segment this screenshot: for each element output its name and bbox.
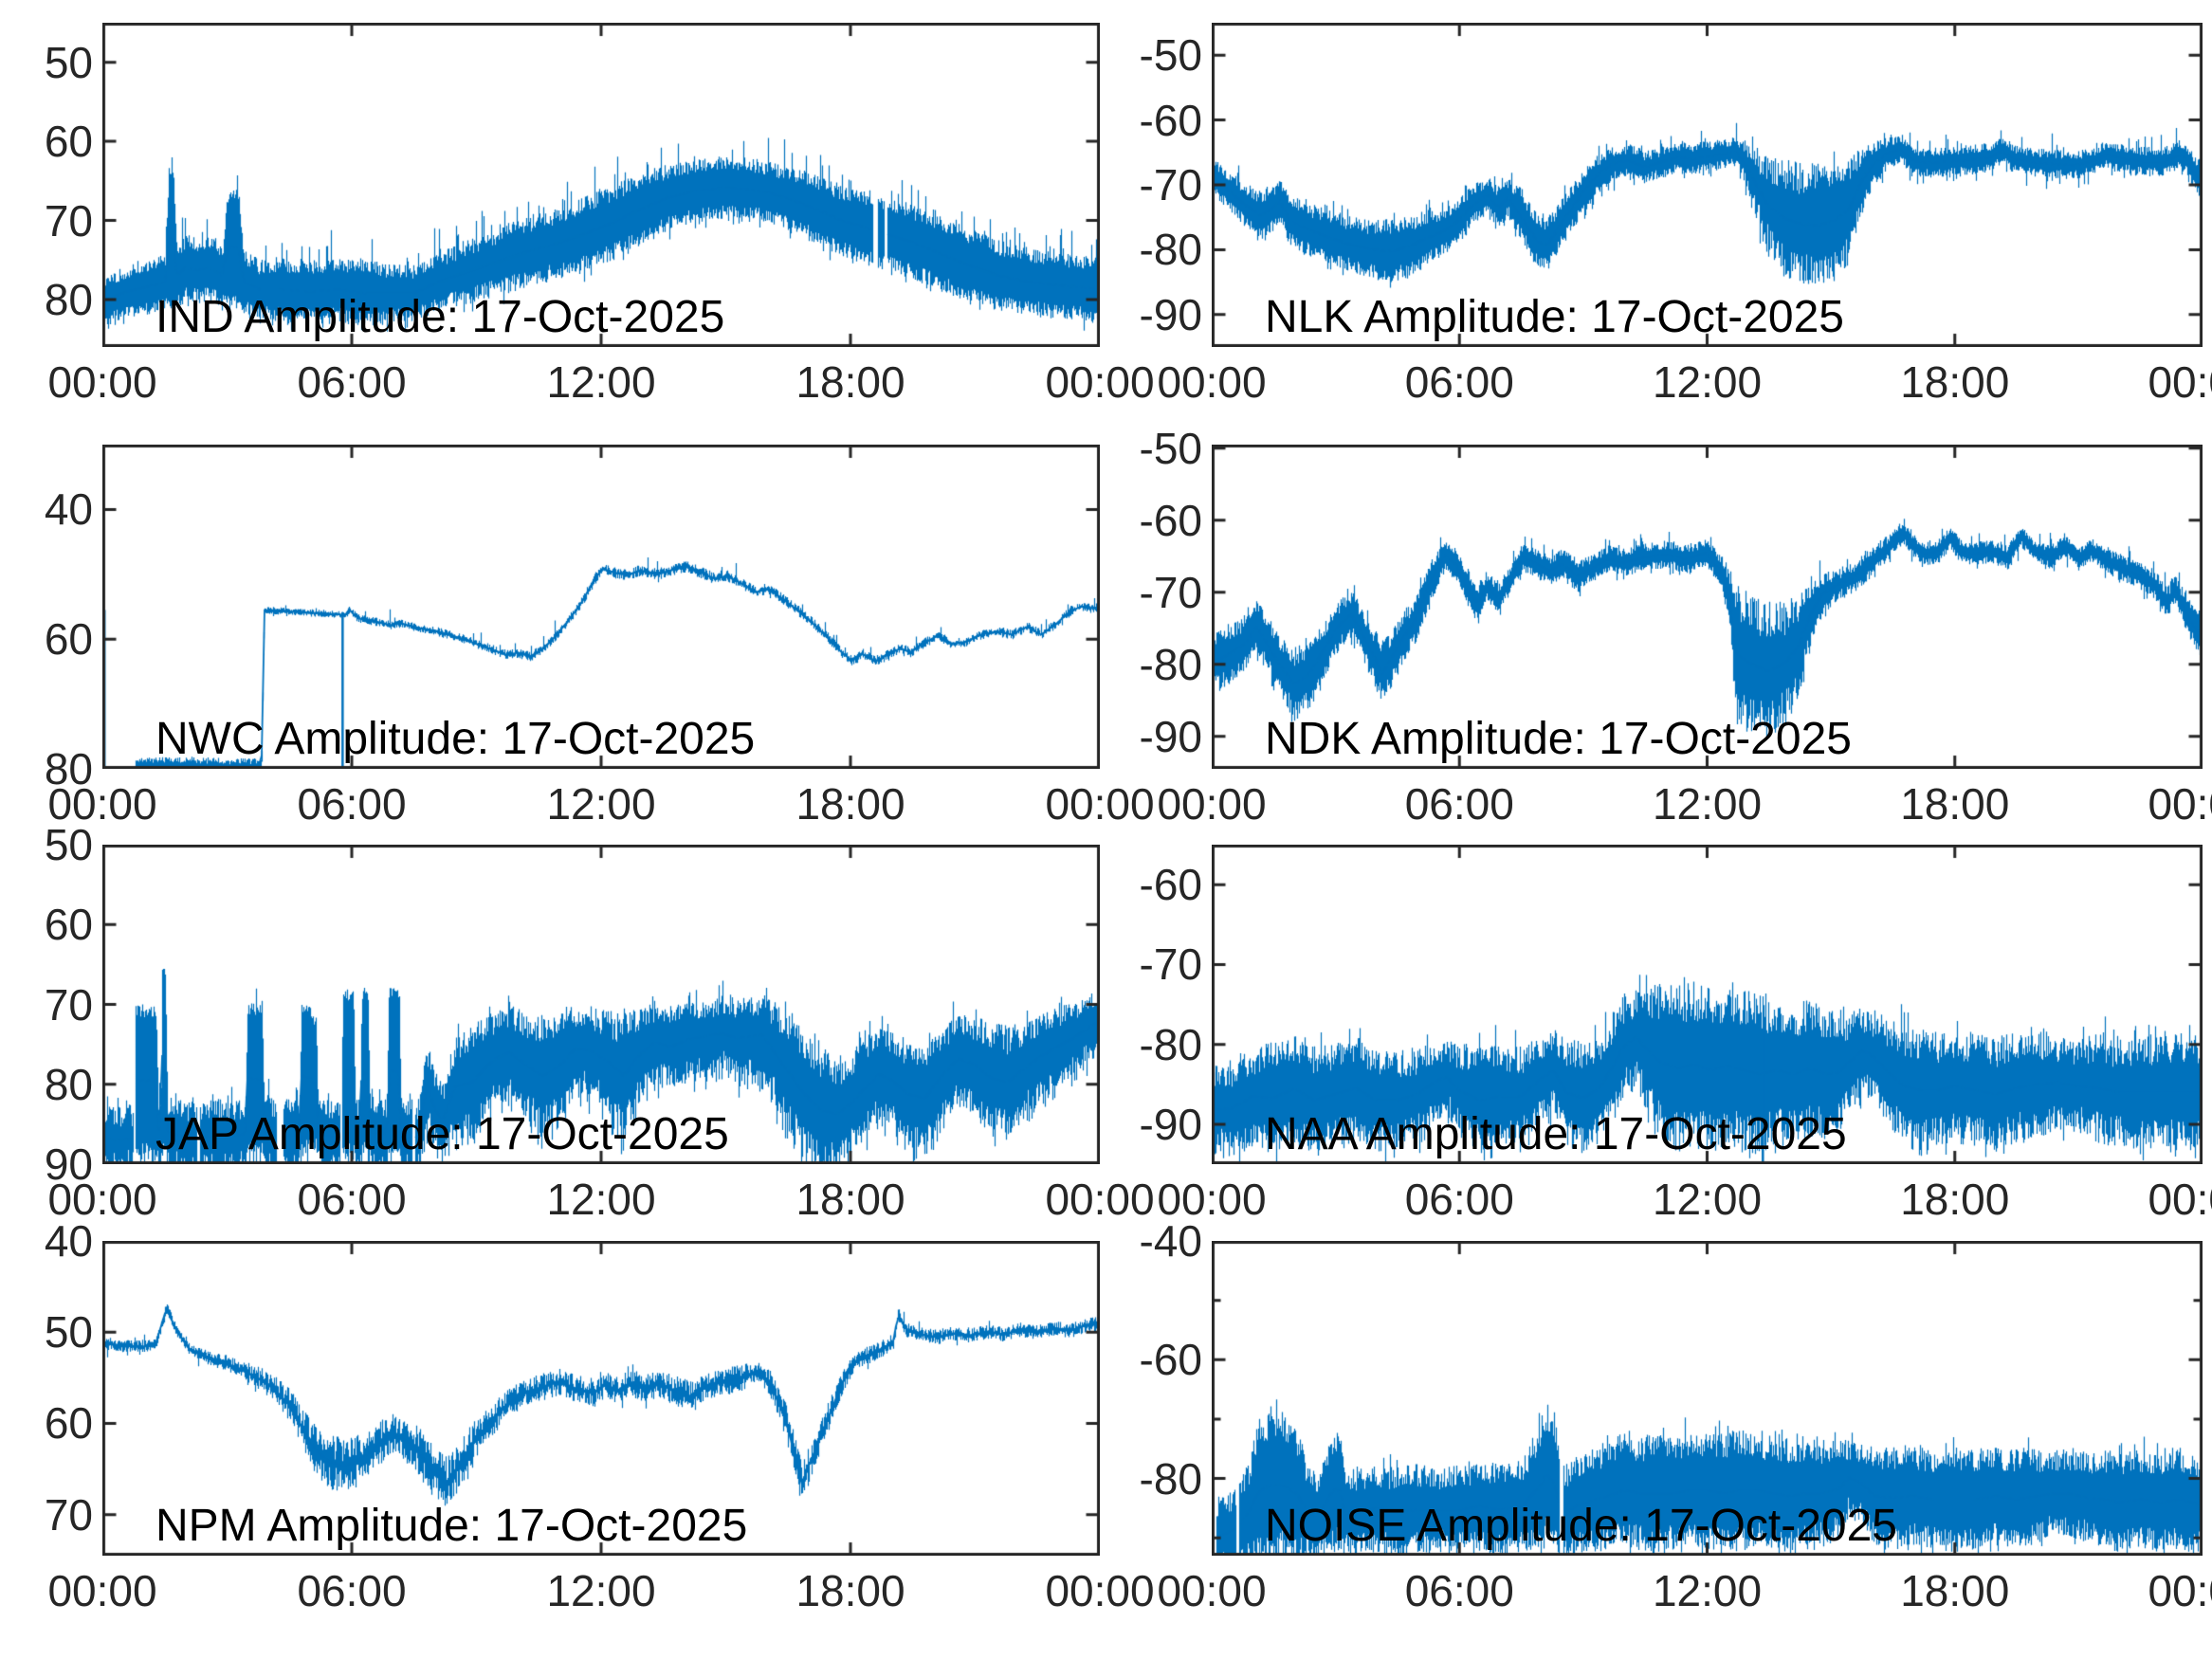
npm-plot-canvas — [102, 1241, 1100, 1556]
y-tick-label: 40 — [44, 484, 93, 535]
x-tick-label: 06:00 — [297, 357, 407, 407]
x-tick-label: 18:00 — [1900, 1566, 2010, 1615]
plot-inline-label: NPM Amplitude: 17-Oct-2025 — [155, 1500, 748, 1551]
x-tick-label: 00:00 — [47, 1566, 157, 1615]
x-tick-label: 12:00 — [546, 779, 656, 829]
plot-inline-label: JAP Amplitude: 17-Oct-2025 — [155, 1108, 729, 1159]
y-tick-label: 80 — [44, 744, 93, 793]
subplot-nlk: NLK Amplitude: 17-Oct-2025 -50 -60 -70 -80 -… — [1140, 23, 2212, 404]
ind-plot-canvas — [102, 23, 1100, 347]
y-tick-label: -80 — [1139, 1019, 1202, 1069]
subplot-jap: JAP Amplitude: 17-Oct-2025 50 60 70 80 90 00:… — [45, 823, 1155, 1221]
x-tick-label: 06:00 — [1404, 779, 1514, 829]
x-tick-label: 00:00 — [1045, 357, 1155, 407]
x-tick-label: 18:00 — [1900, 779, 2010, 829]
y-tick-label: -60 — [1139, 495, 1202, 545]
x-tick-label: 00:00 — [1157, 779, 1267, 829]
y-tick-label: 80 — [44, 1059, 93, 1109]
x-tick-label: 00:00 — [47, 1175, 157, 1224]
x-tick-label: 06:00 — [1404, 1566, 1514, 1615]
y-tick-label: -80 — [1139, 639, 1202, 689]
x-tick-label: 00:00 — [47, 357, 157, 407]
jap-plot-canvas — [102, 845, 1100, 1164]
subplot-ind: IND Amplitude: 17-Oct-2025 50 60 70 80 00:00… — [45, 23, 1155, 404]
y-tick-label: 70 — [44, 979, 93, 1030]
y-tick-label: -90 — [1139, 289, 1202, 339]
x-tick-label: 18:00 — [1900, 357, 2010, 407]
x-tick-label: 06:00 — [297, 1566, 407, 1615]
y-tick-label: -70 — [1139, 939, 1202, 990]
x-tick-label: 06:00 — [297, 779, 407, 829]
y-tick-label: -50 — [1139, 423, 1202, 473]
y-tick-label: 60 — [44, 614, 93, 665]
x-tick-label: 12:00 — [546, 1175, 656, 1224]
subplot-noise: NOISE Amplitude: 17-Oct-2025 -40 -60 -80 00… — [1140, 1219, 2212, 1613]
y-tick-label: -40 — [1139, 1216, 1202, 1266]
plot-inline-label: NDK Amplitude: 17-Oct-2025 — [1265, 713, 1852, 764]
y-tick-label: 50 — [44, 37, 93, 87]
naa-plot-canvas — [1212, 845, 2203, 1164]
x-tick-label: 18:00 — [795, 1175, 905, 1224]
y-tick-label: -70 — [1139, 160, 1202, 210]
y-tick-label: -50 — [1139, 30, 1202, 81]
y-tick-label: -90 — [1139, 1099, 1202, 1149]
x-tick-label: 00:00 — [2148, 1566, 2212, 1615]
x-tick-label: 18:00 — [795, 1566, 905, 1615]
noise-plot-canvas — [1212, 1241, 2203, 1556]
y-tick-label: 50 — [44, 1307, 93, 1358]
x-tick-label: 00:00 — [2148, 1175, 2212, 1224]
x-tick-label: 12:00 — [1652, 779, 1763, 829]
y-tick-label: 60 — [44, 117, 93, 167]
nwc-plot-canvas — [102, 445, 1100, 769]
y-tick-label: -60 — [1139, 1335, 1202, 1385]
subplot-npm: NPM Amplitude: 17-Oct-2025 40 50 60 70 00:00… — [45, 1219, 1155, 1613]
y-tick-label: 70 — [44, 195, 93, 246]
x-tick-label: 00:00 — [1157, 1566, 1267, 1615]
plot-inline-label: NWC Amplitude: 17-Oct-2025 — [155, 713, 756, 764]
subplot-naa: NAA Amplitude: 17-Oct-2025 -60 -70 -80 -90 0… — [1140, 845, 2212, 1221]
y-tick-label: 40 — [44, 1216, 93, 1266]
x-tick-label: 00:00 — [1045, 779, 1155, 829]
y-tick-label: -60 — [1139, 95, 1202, 145]
x-tick-label: 06:00 — [297, 1175, 407, 1224]
plot-inline-label: IND Amplitude: 17-Oct-2025 — [155, 291, 725, 342]
x-tick-label: 00:00 — [2148, 779, 2212, 829]
x-tick-label: 00:00 — [47, 779, 157, 829]
x-tick-label: 06:00 — [1404, 357, 1514, 407]
plot-inline-label: NOISE Amplitude: 17-Oct-2025 — [1265, 1500, 1897, 1551]
x-tick-label: 00:00 — [1045, 1175, 1155, 1224]
y-tick-label: -80 — [1139, 225, 1202, 275]
x-tick-label: 12:00 — [1652, 1175, 1763, 1224]
subplot-nwc: NWC Amplitude: 17-Oct-2025 40 60 80 00:00 06… — [45, 445, 1155, 826]
nlk-plot-canvas — [1212, 23, 2203, 347]
y-tick-label: 80 — [44, 274, 93, 324]
x-tick-label: 00:00 — [2148, 357, 2212, 407]
ndk-plot-canvas — [1212, 445, 2203, 769]
x-tick-label: 00:00 — [1045, 1566, 1155, 1615]
y-tick-label: 90 — [44, 1139, 93, 1189]
x-tick-label: 18:00 — [1900, 1175, 2010, 1224]
x-tick-label: 12:00 — [546, 1566, 656, 1615]
y-tick-label: -70 — [1139, 567, 1202, 617]
y-tick-label: -60 — [1139, 860, 1202, 910]
x-tick-label: 12:00 — [1652, 357, 1763, 407]
y-tick-label: -90 — [1139, 711, 1202, 761]
x-tick-label: 18:00 — [795, 779, 905, 829]
y-tick-label: -80 — [1139, 1453, 1202, 1504]
y-tick-label: 60 — [44, 1398, 93, 1449]
y-tick-label: 50 — [44, 820, 93, 869]
x-tick-label: 12:00 — [1652, 1566, 1763, 1615]
y-tick-label: 70 — [44, 1489, 93, 1540]
x-tick-label: 18:00 — [795, 357, 905, 407]
x-tick-label: 06:00 — [1404, 1175, 1514, 1224]
x-tick-label: 12:00 — [546, 357, 656, 407]
subplot-ndk: NDK Amplitude: 17-Oct-2025 -50 -60 -70 -80-… — [1140, 427, 2212, 826]
x-tick-label: 00:00 — [1157, 1175, 1267, 1224]
plot-inline-label: NAA Amplitude: 17-Oct-2025 — [1265, 1108, 1847, 1159]
x-tick-label: 00:00 — [1157, 357, 1267, 407]
plot-inline-label: NLK Amplitude: 17-Oct-2025 — [1265, 291, 1844, 342]
y-tick-label: 60 — [44, 900, 93, 950]
